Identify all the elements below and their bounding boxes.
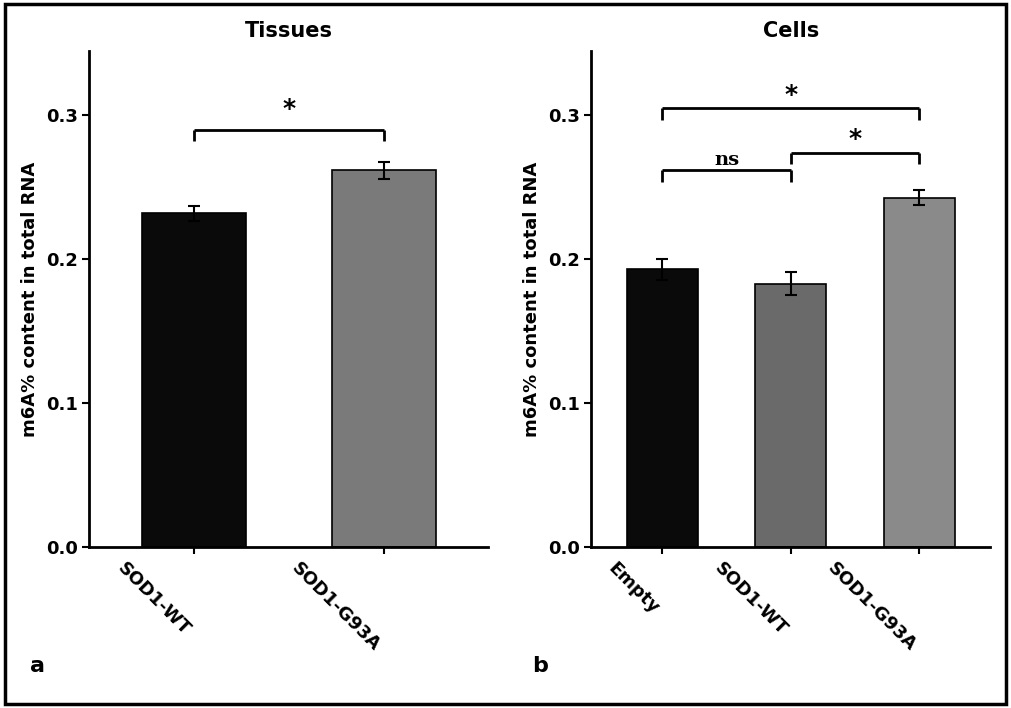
Bar <box>142 213 246 547</box>
Text: b: b <box>532 656 548 676</box>
Text: a: a <box>29 656 44 676</box>
Y-axis label: m6A% content in total RNA: m6A% content in total RNA <box>21 161 38 437</box>
Title: Tissues: Tissues <box>245 21 333 41</box>
Text: *: * <box>785 83 798 107</box>
Text: *: * <box>282 97 295 121</box>
Bar <box>332 170 436 547</box>
Text: ns: ns <box>714 151 739 169</box>
Y-axis label: m6A% content in total RNA: m6A% content in total RNA <box>523 161 541 437</box>
Bar <box>755 284 826 547</box>
Text: *: * <box>848 127 861 152</box>
Bar <box>884 198 954 547</box>
Title: Cells: Cells <box>762 21 819 41</box>
Bar <box>627 270 698 547</box>
